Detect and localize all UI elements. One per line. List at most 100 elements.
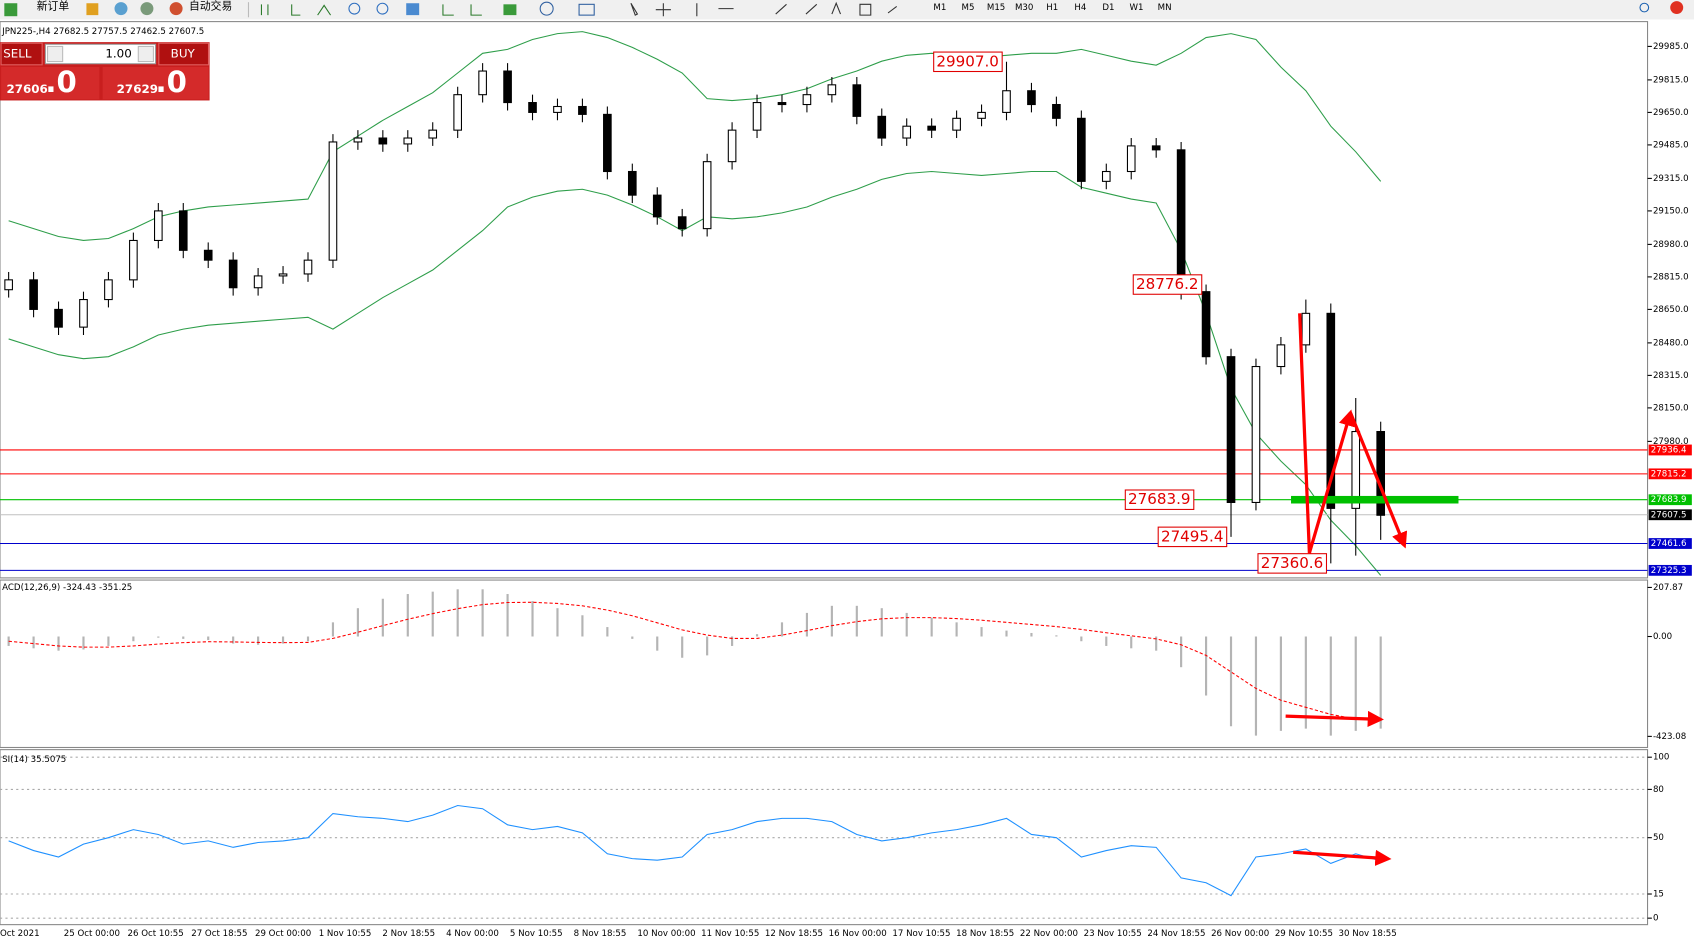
y-tick-label: 0.00	[1653, 632, 1672, 642]
candle-body	[752, 102, 762, 131]
candle-body	[503, 70, 512, 104]
bid-price-big: .0	[45, 65, 76, 99]
drawn-arrow	[1298, 313, 1355, 554]
templates[interactable]	[578, 3, 595, 16]
candle-body	[1301, 312, 1311, 346]
price-annotation-box	[1157, 526, 1228, 548]
candle-body	[727, 129, 737, 163]
candle-body	[1351, 430, 1361, 509]
y-tick-label: 28480.0	[1653, 338, 1689, 348]
y-tick-label: 80	[1653, 785, 1664, 795]
notifications[interactable]	[1670, 1, 1684, 15]
timeframe-button[interactable]: M30	[1015, 3, 1033, 13]
y-tick-label: 29150.0	[1653, 206, 1689, 216]
candle-body	[553, 105, 562, 113]
candle-body	[1002, 90, 1011, 113]
zoom-out[interactable]	[376, 2, 389, 15]
price-tag-label: 27325.3	[1651, 566, 1687, 576]
sell-label[interactable]: SELL	[3, 47, 32, 61]
candle-body	[154, 210, 163, 241]
sell-button[interactable]	[0, 42, 43, 66]
y-tick-label: 27980.0	[1653, 437, 1689, 447]
new-order-button[interactable]: 新订单	[37, 0, 70, 12]
candle-body	[403, 137, 413, 145]
drawn-arrow	[1285, 710, 1384, 728]
y-tick-label: 28150.0	[1653, 403, 1689, 413]
ask-box[interactable]	[102, 66, 209, 100]
candle-body	[977, 111, 986, 119]
candle-body	[178, 210, 188, 251]
candle-body	[877, 115, 887, 139]
candle-body	[378, 137, 388, 145]
candle-body	[702, 161, 712, 230]
candle-body	[104, 279, 113, 301]
periods[interactable]	[539, 1, 554, 16]
x-tick-label: 5 Nov 10:55	[510, 929, 563, 939]
ask-price-big: .0	[156, 65, 187, 99]
y-tick-label: 29650.0	[1653, 108, 1689, 118]
one-click-trading: SELL 1.00 BUY 27606 .0 27629 .0	[0, 42, 210, 101]
x-tick-label: 8 Nov 18:55	[574, 929, 627, 939]
x-tick-label: 17 Nov 10:55	[892, 929, 950, 939]
buy-button[interactable]	[158, 42, 210, 66]
timeframe-button[interactable]: M1	[933, 3, 946, 13]
scroll-icons[interactable]	[442, 4, 482, 16]
macd-panel	[0, 579, 1649, 749]
x-tick-label: 29 Nov 10:55	[1275, 929, 1333, 939]
icon[interactable]	[86, 3, 99, 16]
candle-body	[852, 84, 862, 117]
timeframe-button[interactable]: M15	[987, 3, 1005, 13]
tile-windows[interactable]	[406, 3, 420, 16]
candle-body	[1276, 344, 1286, 368]
candle-body	[578, 105, 587, 115]
icon[interactable]	[140, 2, 154, 16]
bid-box[interactable]	[1, 66, 100, 100]
candle-body	[1027, 90, 1036, 106]
zoom-in[interactable]	[348, 2, 361, 15]
x-tick-label: 22 Nov 00:00	[1020, 929, 1078, 939]
chart-type-icons[interactable]	[260, 4, 332, 16]
candle-body	[1101, 170, 1111, 182]
candle-body	[453, 94, 462, 131]
price-tag-label: 27936.4	[1651, 445, 1687, 455]
price-annotation-box	[1257, 553, 1328, 574]
icon[interactable]	[114, 2, 128, 16]
price-annotation-box	[1124, 489, 1195, 510]
candle-body	[478, 70, 487, 96]
y-tick-label: 28815.0	[1653, 272, 1689, 282]
bid-price: 27606	[6, 82, 47, 96]
lot-input[interactable]	[44, 43, 157, 65]
x-tick-label: Oct 2021	[0, 929, 40, 939]
new-order-icon[interactable]	[4, 3, 18, 17]
search[interactable]	[1639, 2, 1650, 13]
bollinger-band	[8, 170, 1382, 576]
buy-label[interactable]: BUY	[171, 47, 196, 61]
timeframe-bar: M1 M5 M15 M30 H1 H4 D1 W1 MN	[933, 3, 1171, 13]
y-tick-label: 28980.0	[1653, 240, 1689, 250]
auto-trading-icon[interactable]	[169, 2, 183, 16]
lot-down[interactable]	[46, 45, 64, 63]
timeframe-button[interactable]: MN	[1158, 3, 1172, 13]
candle-body	[1226, 356, 1236, 503]
indicators[interactable]	[503, 4, 517, 16]
toolbar	[0, 0, 1694, 20]
timeframe-button[interactable]: M5	[962, 3, 975, 13]
timeframe-button[interactable]: H4	[1074, 3, 1086, 13]
lot-up[interactable]	[137, 45, 154, 63]
level-highlight	[1291, 495, 1459, 504]
timeframe-button[interactable]: D1	[1102, 3, 1114, 13]
drawing-tools[interactable]	[630, 2, 818, 17]
candle-body	[4, 279, 13, 291]
timeframe-button[interactable]: W1	[1130, 3, 1144, 13]
auto-trading-button[interactable]: 自动交易	[189, 0, 232, 12]
x-tick-label: 10 Nov 00:00	[637, 929, 695, 939]
candle-body	[627, 170, 637, 196]
candle-body	[927, 125, 936, 131]
lot-value[interactable]: 1.00	[105, 47, 131, 61]
x-tick-label: 4 Nov 00:00	[446, 929, 499, 939]
drawing-tools[interactable]	[831, 1, 898, 16]
candle-body	[79, 299, 88, 328]
price-annotation-box	[1132, 274, 1203, 295]
timeframe-button[interactable]: H1	[1046, 3, 1058, 13]
y-tick-label: 29315.0	[1653, 174, 1689, 184]
